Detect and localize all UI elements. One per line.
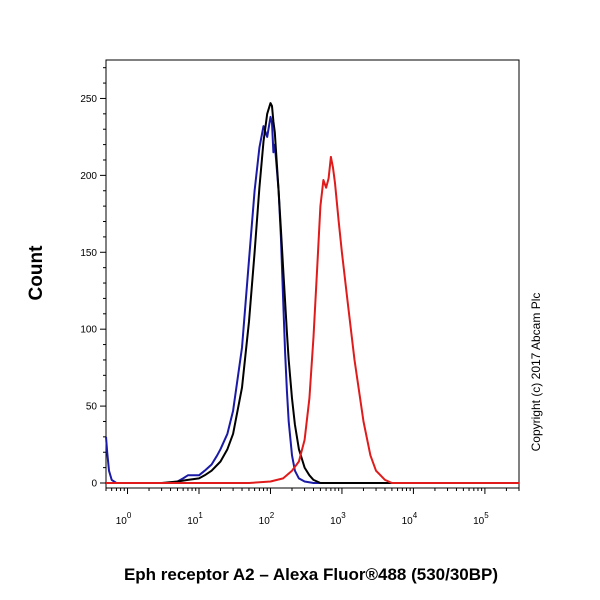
y-tick-label: 250 [80,94,97,105]
series-line-2 [106,102,519,484]
series-line-1 [105,115,519,484]
x-tick-label: 103 [330,511,346,527]
y-tick-label: 100 [80,325,97,336]
y-axis-label: Count [26,245,47,301]
copyright-annotation: Copyright (c) 2017 Abcam Plc [529,293,543,452]
y-tick-label: 0 [91,479,97,490]
x-axis: 100 101 102 103 104 105 [105,488,520,527]
y-tick-label: 200 [80,171,97,182]
plot-frame [105,59,520,489]
y-axis: 0 50 100 150 200 250 [80,67,106,490]
series-layer [105,102,519,484]
x-tick-label: 102 [259,511,275,527]
y-tick-label: 50 [86,402,98,413]
x-tick-label: 104 [402,511,418,527]
x-tick-label: 101 [187,511,203,527]
series-line-3 [106,155,519,484]
x-axis-label: Eph receptor A2 – Alexa Fluor®488 (530/3… [124,565,498,584]
y-tick-label: 150 [80,248,97,259]
x-tick-label: 100 [116,511,132,527]
x-tick-label: 105 [473,511,489,527]
